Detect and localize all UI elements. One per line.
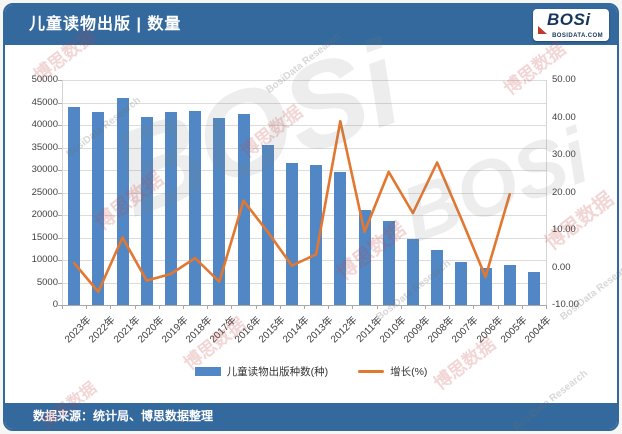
gridline	[62, 282, 546, 284]
y-axis-label: 35000	[31, 141, 58, 153]
y-axis-label: 10000	[31, 254, 58, 265]
y-axis-label: 45000	[31, 96, 58, 108]
x-axis-tick	[400, 305, 402, 309]
x-axis-tick	[183, 305, 184, 309]
bar-2007年	[455, 262, 468, 305]
bar-2013年	[310, 165, 323, 305]
x-axis-tick	[497, 305, 499, 309]
chart-legend: 儿童读物出版种数(种) 增长(%)	[5, 362, 617, 380]
bar-2020年	[140, 116, 153, 305]
bar-2004年	[527, 272, 540, 305]
y2-axis-label: 10.00	[552, 224, 576, 235]
logo-flag-icon	[538, 26, 547, 34]
y-axis-label: 15000	[31, 231, 58, 243]
x-axis-tick	[376, 305, 378, 309]
y-axis-label: 40000	[31, 119, 58, 130]
right-axis-line	[546, 80, 547, 305]
axis-tick	[58, 305, 62, 306]
bar-2016年	[237, 113, 250, 305]
axis-tick	[58, 260, 62, 261]
bar-2010年	[382, 220, 395, 305]
y-axis-label: 30000	[31, 164, 58, 175]
combo-chart: 50000 45000 40000 35000 30000 25000 20000 15000…	[5, 5, 617, 429]
bar-2006年	[479, 268, 492, 305]
x-axis-tick	[231, 305, 233, 309]
gridline	[62, 80, 546, 81]
x-axis-tick	[425, 305, 426, 309]
bar-2018年	[189, 110, 202, 305]
x-axis-tick	[521, 305, 523, 309]
axis-tick	[58, 282, 62, 284]
left-axis-line	[62, 80, 63, 305]
x-axis-tick	[473, 305, 475, 309]
y2-axis-label: -10.00	[552, 299, 579, 310]
legend-item-growth: 增长(%)	[358, 364, 427, 379]
gridline	[62, 237, 546, 239]
logo-domain-text: BOSIDATA.COM	[552, 33, 603, 39]
gridline	[62, 215, 546, 216]
x-axis-tick	[86, 305, 88, 309]
x-axis-tick	[328, 305, 330, 309]
bar-2019年	[164, 112, 177, 305]
page-title: 儿童读物出版 | 数量	[29, 16, 182, 33]
x-axis-tick	[207, 305, 209, 309]
x-axis-tick	[255, 305, 257, 309]
axis-tick	[58, 237, 62, 239]
bosi-logo: BOSi BOSIDATA.COM	[533, 9, 609, 41]
growth-line	[72, 119, 512, 294]
x-axis-tick	[304, 305, 305, 309]
gridline	[62, 125, 546, 126]
x-axis-tick	[279, 305, 281, 309]
x-axis-tick	[110, 305, 112, 309]
y-axis-label: 5000	[36, 276, 58, 288]
gridline	[62, 192, 546, 194]
y2-axis-label: 30.00	[552, 149, 576, 160]
legend-line-swatch-icon	[358, 369, 385, 373]
x-axis-tick	[134, 305, 136, 309]
bar-2005年	[503, 265, 516, 305]
bar-2014年	[285, 163, 298, 305]
x-axis-tick	[546, 305, 547, 309]
y2-axis-label: 50.00	[552, 74, 576, 85]
bar-2012年	[334, 171, 347, 305]
header-bar: 儿童读物出版 | 数量 BOSi BOSIDATA.COM	[5, 5, 617, 45]
gridline	[62, 102, 546, 104]
legend-label-titles: 儿童读物出版种数(种)	[226, 365, 329, 378]
axis-tick	[58, 125, 62, 126]
legend-label-growth: 增长(%)	[390, 365, 428, 378]
y-axis-label: 50000	[31, 74, 58, 85]
y2-axis-label: 0.00	[552, 261, 571, 273]
axis-tick	[58, 215, 62, 216]
x-axis-tick	[449, 305, 451, 309]
y2-axis-label: 20.00	[552, 186, 576, 198]
axis-tick	[58, 147, 62, 149]
bar-2021年	[116, 98, 129, 305]
x-axis-tick	[158, 305, 160, 309]
data-source-text: 数据来源：统计局、博思数据整理	[33, 409, 214, 423]
y-axis-label: 0	[52, 299, 58, 310]
bar-2023年	[68, 107, 81, 305]
data-source-bar: 数据来源：统计局、博思数据整理	[5, 403, 617, 429]
x-axis-tick	[352, 305, 354, 309]
gridline	[62, 170, 546, 171]
y2-axis-label: 40.00	[552, 111, 576, 123]
legend-item-titles: 儿童读物出版种数(种)	[194, 364, 329, 379]
bar-2008年	[431, 249, 444, 305]
axis-tick	[58, 102, 62, 104]
axis-tick	[58, 192, 62, 194]
bar-2009年	[406, 239, 419, 305]
axis-tick	[58, 170, 62, 171]
legend-bar-swatch-icon	[194, 366, 221, 376]
x-axis-tick	[62, 305, 63, 309]
axis-tick	[58, 80, 62, 81]
gridline	[62, 147, 546, 149]
bar-2011年	[358, 210, 371, 305]
logo-brand-text: BOSi	[547, 10, 591, 29]
y-axis-label: 25000	[31, 186, 58, 198]
bar-2015年	[261, 144, 274, 305]
report-card: 儿童读物出版 | 数量 BOSi BOSIDATA.COM 50000 45000…	[3, 3, 619, 431]
bar-2022年	[92, 111, 105, 305]
bar-2017年	[213, 118, 226, 305]
y-axis-label: 20000	[31, 209, 58, 220]
